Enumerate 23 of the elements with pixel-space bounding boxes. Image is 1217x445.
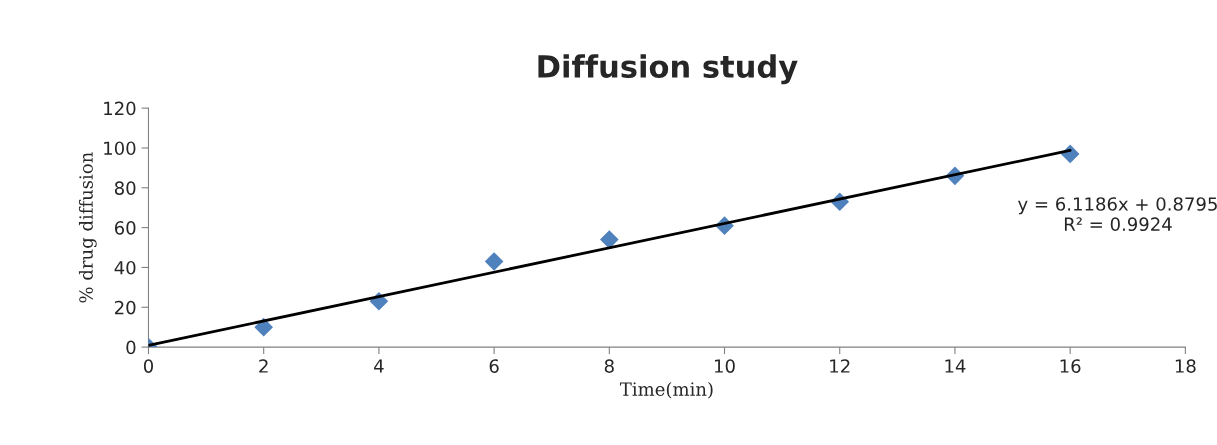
point [599,230,619,249]
x-tick-label: 0 [143,359,154,373]
y-tick-label: 60 [114,221,136,235]
y-tick-label: 120 [104,101,136,116]
y-tick-label: 80 [114,181,136,195]
x-tick-label: 16 [1060,359,1081,373]
x-tick-label: 14 [945,359,966,373]
y-tick-label: 40 [114,260,136,275]
x-tick-label: 8 [604,359,614,373]
y-tick-label: 0 [126,340,136,355]
chart-title: Diffusion study [538,54,798,85]
y-tick-label: 100 [104,141,136,156]
x-tick-label: 10 [715,359,735,373]
y-axis-title: % drug diffusion [78,152,97,303]
x-tick-label: 4 [374,359,384,373]
annotation: y = 6.1186x + 0.8795 R² = 0.9924 [1018,197,1217,232]
point [484,252,504,271]
x-tick-label: 2 [259,359,268,373]
y-tick-label: 20 [115,300,136,315]
x-tick-label: 18 [1175,359,1196,373]
x-tick-label: 6 [489,359,499,373]
x-tick-label: 12 [830,359,850,373]
x-axis-title: Time(min) [619,381,713,399]
